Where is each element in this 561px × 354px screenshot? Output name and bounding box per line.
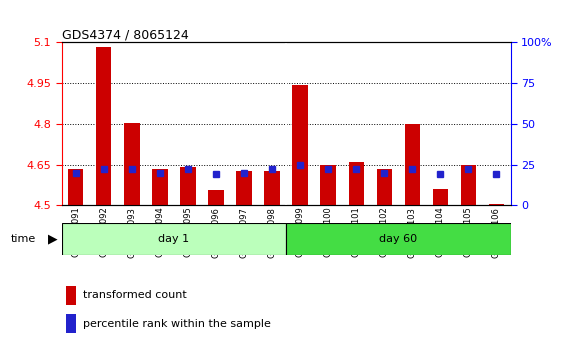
Bar (236, 171, 252, 205)
Bar (124, 122, 140, 205)
Bar (264, 171, 280, 205)
Bar (286, 223, 511, 255)
Bar (320, 165, 336, 205)
Text: ▶: ▶ (48, 233, 57, 245)
Bar (489, 204, 504, 205)
Text: time: time (11, 234, 36, 244)
Bar (66, 314, 76, 333)
Bar (66, 286, 76, 305)
Bar (348, 162, 364, 205)
Bar (96, 47, 112, 205)
Bar (433, 189, 448, 205)
Bar (208, 190, 224, 205)
Text: day 1: day 1 (158, 234, 190, 244)
Bar (404, 124, 420, 205)
Text: GDS4374 / 8065124: GDS4374 / 8065124 (62, 28, 188, 41)
Text: day 60: day 60 (379, 234, 417, 244)
Bar (62, 223, 286, 255)
Bar (292, 85, 308, 205)
Bar (180, 167, 196, 205)
Text: percentile rank within the sample: percentile rank within the sample (83, 319, 270, 329)
Bar (376, 169, 392, 205)
Text: transformed count: transformed count (83, 290, 187, 300)
Bar (461, 165, 476, 205)
Bar (152, 169, 168, 205)
Bar (68, 169, 84, 205)
